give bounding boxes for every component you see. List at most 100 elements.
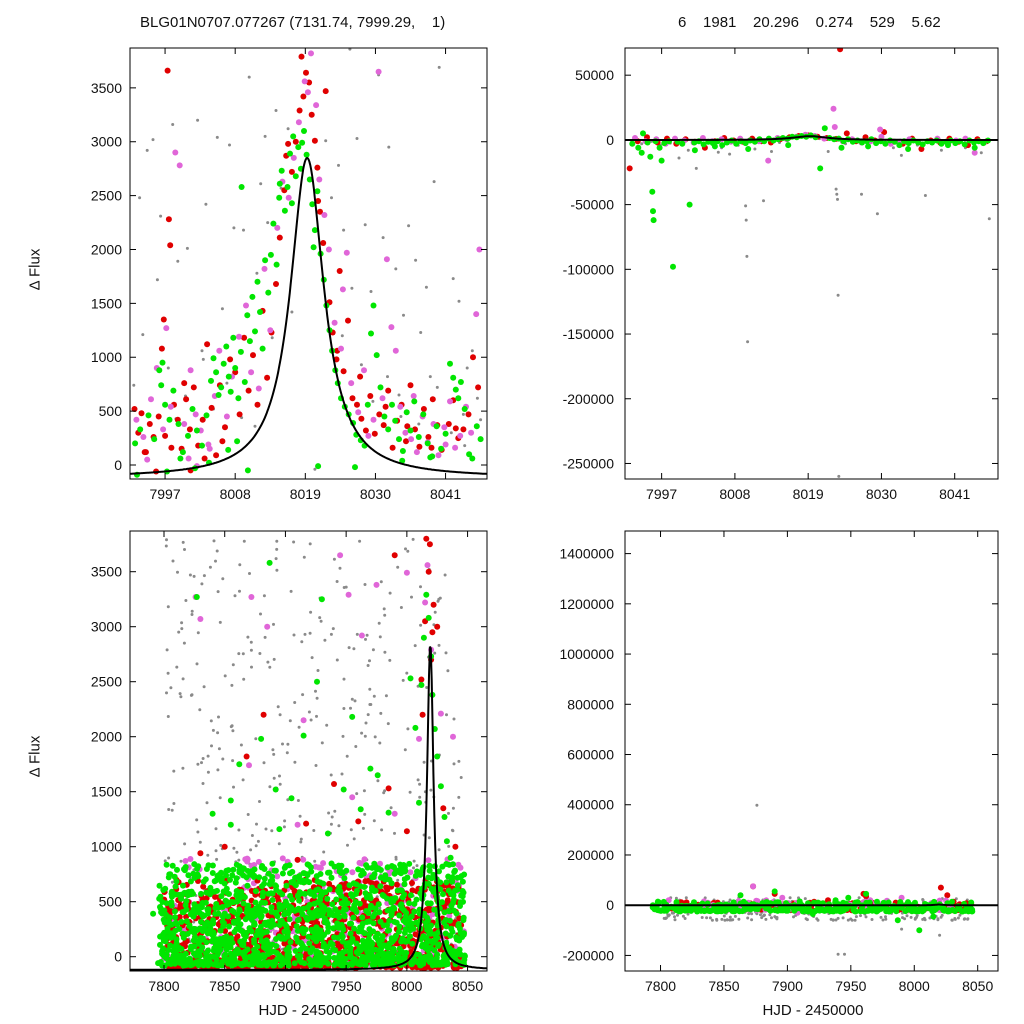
data-point-magenta xyxy=(348,380,355,387)
data-point-red xyxy=(236,411,243,418)
data-point-gray xyxy=(181,540,185,544)
data-point-green xyxy=(438,445,445,452)
data-point-green xyxy=(350,914,357,921)
data-point-green xyxy=(276,826,283,833)
data-point-gray xyxy=(309,610,313,614)
data-point-green xyxy=(182,902,189,909)
data-point-red xyxy=(311,137,318,144)
data-point-green xyxy=(435,943,442,949)
data-point-red xyxy=(164,67,171,74)
data-point-gray xyxy=(308,631,312,635)
data-point-gray xyxy=(923,918,927,922)
data-point-green xyxy=(210,935,217,942)
data-point-magenta xyxy=(361,367,367,374)
data-point-green xyxy=(299,139,306,146)
data-point-green xyxy=(240,900,247,907)
data-point-green xyxy=(410,925,417,932)
data-point-green xyxy=(303,914,310,921)
data-point-magenta xyxy=(185,455,192,462)
data-point-gray xyxy=(329,822,333,826)
data-point-green xyxy=(381,413,388,420)
data-point-gray xyxy=(899,153,903,157)
data-point-green xyxy=(307,914,314,921)
data-points-bottom-right xyxy=(625,803,998,956)
data-point-green xyxy=(251,946,258,953)
data-point-gray xyxy=(354,745,358,748)
data-point-gray xyxy=(725,918,729,922)
data-point-gray xyxy=(372,819,376,823)
data-point-green xyxy=(284,184,291,190)
data-point-red xyxy=(425,568,432,575)
data-point-green xyxy=(301,870,308,877)
data-point-red xyxy=(292,138,299,145)
data-point-gray xyxy=(289,589,293,593)
data-point-green xyxy=(427,454,434,461)
data-point-green xyxy=(161,907,168,914)
data-point-green xyxy=(459,893,466,900)
data-point-green xyxy=(375,938,382,945)
data-point-green xyxy=(224,939,231,946)
data-point-red xyxy=(222,928,229,934)
data-point-gray xyxy=(428,375,432,379)
data-point-gray xyxy=(684,896,688,900)
data-point-green xyxy=(181,867,188,874)
data-point-green xyxy=(473,423,480,430)
data-point-magenta xyxy=(349,869,356,876)
data-point-magenta xyxy=(182,858,189,864)
y-tick-label: 0 xyxy=(114,949,122,965)
data-point-green xyxy=(424,955,431,962)
data-point-green xyxy=(372,905,379,912)
data-point-gray xyxy=(204,202,208,206)
data-points-bottom-left xyxy=(130,535,487,971)
data-point-green xyxy=(302,926,309,933)
data-point-green xyxy=(333,896,340,903)
data-point-gray xyxy=(853,918,857,922)
data-point-green xyxy=(173,936,180,943)
data-point-gray xyxy=(723,918,727,922)
x-tick-label: 7800 xyxy=(148,978,179,994)
data-point-green xyxy=(406,933,413,940)
data-point-gray xyxy=(248,572,251,575)
data-point-gray xyxy=(242,677,246,681)
data-point-green xyxy=(292,907,299,914)
data-point-green xyxy=(343,867,350,874)
data-point-green xyxy=(896,142,903,149)
data-point-gray xyxy=(192,920,196,924)
data-point-red xyxy=(475,384,482,391)
data-point-gray xyxy=(342,586,346,589)
data-point-green xyxy=(391,905,398,912)
data-point-green xyxy=(390,936,397,943)
data-point-gray xyxy=(172,802,176,805)
data-point-green xyxy=(433,423,440,430)
data-point-green xyxy=(357,924,364,931)
data-point-green xyxy=(336,868,343,875)
data-point-green xyxy=(261,875,268,882)
data-point-green xyxy=(656,144,663,151)
data-point-green xyxy=(400,917,407,924)
data-point-green xyxy=(202,876,209,883)
data-point-gray xyxy=(178,692,182,696)
data-point-green xyxy=(151,436,158,443)
data-point-green xyxy=(739,908,746,915)
data-point-green xyxy=(174,866,180,873)
data-point-gray xyxy=(166,715,170,718)
data-point-gray xyxy=(413,644,417,648)
data-point-green xyxy=(398,938,405,945)
data-point-green xyxy=(799,908,806,915)
data-point-gray xyxy=(384,694,388,698)
data-point-gray xyxy=(966,917,970,921)
data-point-red xyxy=(465,411,472,418)
data-point-green xyxy=(211,888,218,895)
data-point-green xyxy=(767,907,774,914)
data-point-gray xyxy=(297,725,301,729)
data-point-green xyxy=(179,449,186,456)
data-point-gray xyxy=(301,693,305,697)
data-point-gray xyxy=(299,840,303,844)
data-point-red xyxy=(131,406,138,412)
data-point-green xyxy=(225,913,232,920)
data-point-green xyxy=(315,463,322,470)
data-point-gray xyxy=(815,917,819,921)
data-point-green xyxy=(164,928,171,935)
data-point-green xyxy=(182,950,189,957)
data-point-green xyxy=(691,147,698,154)
